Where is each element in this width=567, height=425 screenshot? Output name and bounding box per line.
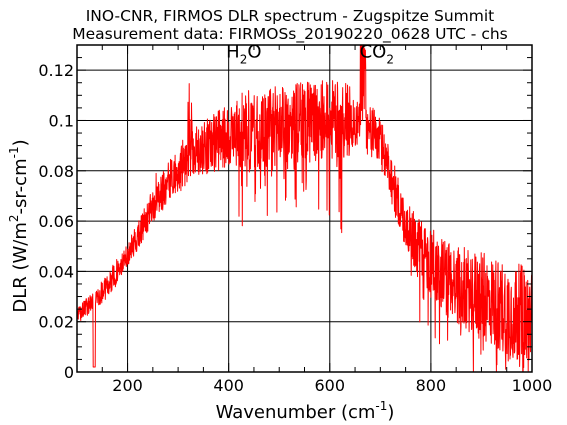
x-axis-title-main: Wavenumber (cm: [216, 402, 376, 423]
y-axis-title-exponent2: -1: [7, 146, 21, 158]
tick-marks: [76, 44, 533, 373]
y-tick-label: 0.12: [38, 61, 74, 80]
y-tick-label: 0.04: [38, 262, 74, 281]
gas-band-label: CO2: [360, 42, 394, 67]
y-tick-labels: 0 0.02 0.04 0.06 0.08 0.1 0.12: [38, 61, 74, 382]
x-tick-label: 600: [315, 376, 346, 395]
y-axis-title: DLR (W/m2-sr-cm-1): [7, 139, 31, 312]
x-axis-title-exponent: -1: [375, 399, 387, 413]
y-tick-label: 0.06: [38, 212, 74, 231]
y-tick-label: 0: [64, 363, 74, 382]
spectrum-line: [77, 45, 532, 372]
x-axis-title-end: ): [387, 402, 394, 423]
y-axis-title-part2: -sr-cm: [10, 158, 31, 214]
y-axis-title-exponent1: 2: [7, 214, 21, 222]
y-tick-label: 0.08: [38, 162, 74, 181]
x-tick-label: 800: [416, 376, 447, 395]
x-tick-label: 400: [213, 376, 244, 395]
chart-subtitle: Measurement data: FIRMOSs_20190220_0628 …: [72, 25, 508, 44]
y-axis-title-part3: ): [10, 139, 31, 146]
y-axis-title-part1: DLR (W/m: [10, 222, 31, 313]
x-tick-label: 200: [112, 376, 143, 395]
y-tick-label: 0.1: [49, 111, 74, 130]
y-tick-label: 0.02: [38, 313, 74, 332]
x-tick-label: 1000: [512, 376, 553, 395]
grid-lines: [77, 45, 532, 372]
series-layer: [77, 45, 532, 372]
x-axis-title: Wavenumber (cm-1): [216, 399, 395, 423]
gas-band-label: H2O: [226, 42, 261, 67]
annotations: H2O CO2: [226, 42, 394, 67]
x-tick-labels: 200 400 600 800 1000: [112, 376, 552, 395]
chart-title: INO-CNR, FIRMOS DLR spectrum - Zugspitze…: [86, 7, 495, 25]
